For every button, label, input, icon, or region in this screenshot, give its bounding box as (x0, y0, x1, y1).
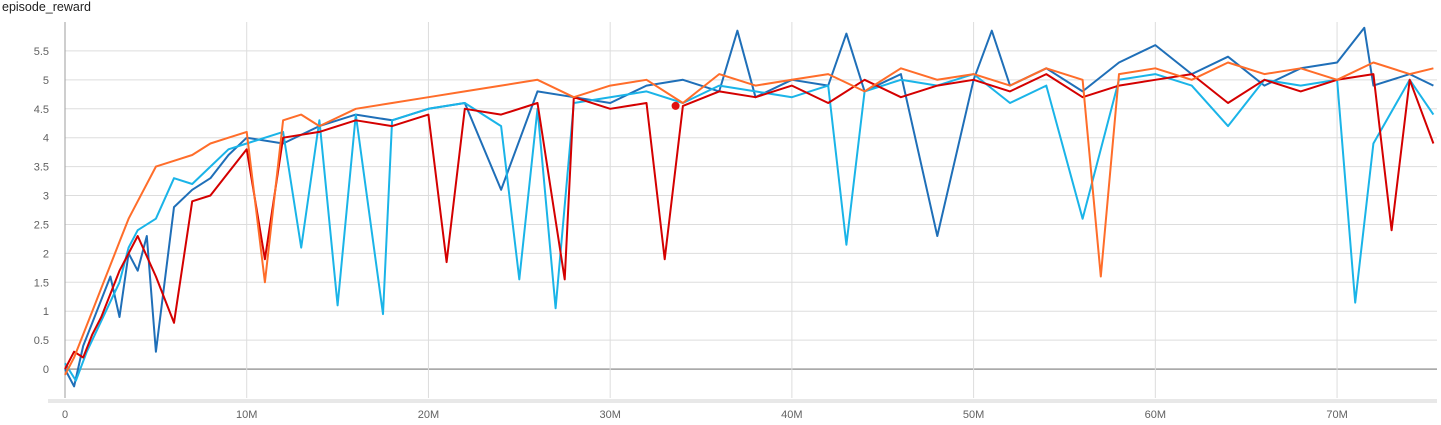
series-line-1 (64, 26, 1434, 388)
marker-layer (671, 101, 680, 110)
x-tick-label: 70M (1326, 409, 1347, 421)
y-tick-label: 5.5 (34, 46, 49, 58)
y-tick-label: 1.5 (34, 277, 49, 289)
x-tick-label: 20M (418, 409, 439, 421)
x-tick-label: 10M (236, 409, 257, 421)
y-tick-label: 1 (43, 306, 49, 318)
chart-title: episode_reward (2, 0, 91, 14)
series-layer (64, 26, 1435, 388)
series-line-4 (64, 61, 1434, 376)
y-tick-label: 2 (43, 248, 49, 260)
x-tick-label: 0 (62, 409, 68, 421)
y-tick-label: 2.5 (34, 219, 49, 231)
x-tick-label: 40M (781, 409, 802, 421)
y-tick-label: 4 (43, 133, 49, 145)
series-line-2 (64, 73, 1435, 382)
x-axis-scrollbar (48, 399, 1437, 403)
y-tick-label: 4.5 (34, 104, 49, 116)
y-tick-label: 0.5 (34, 335, 49, 347)
y-tick-label: 0 (43, 364, 49, 376)
x-tick-label: 60M (1145, 409, 1166, 421)
y-tick-label: 5 (43, 75, 49, 87)
y-tick-label: 3 (43, 191, 49, 203)
x-tick-label: 30M (599, 409, 620, 421)
x-tick-label: 50M (963, 409, 984, 421)
axis-layer (48, 22, 1437, 403)
label-layer: 0 0.5 1 1.5 2 2.5 3 3.5 4 4.5 5 5.5 0 10M 20M 30M 40M 50M… (34, 46, 1348, 421)
series-line-3 (64, 73, 1435, 370)
highlight-point (671, 101, 680, 110)
y-tick-label: 3.5 (34, 162, 49, 174)
